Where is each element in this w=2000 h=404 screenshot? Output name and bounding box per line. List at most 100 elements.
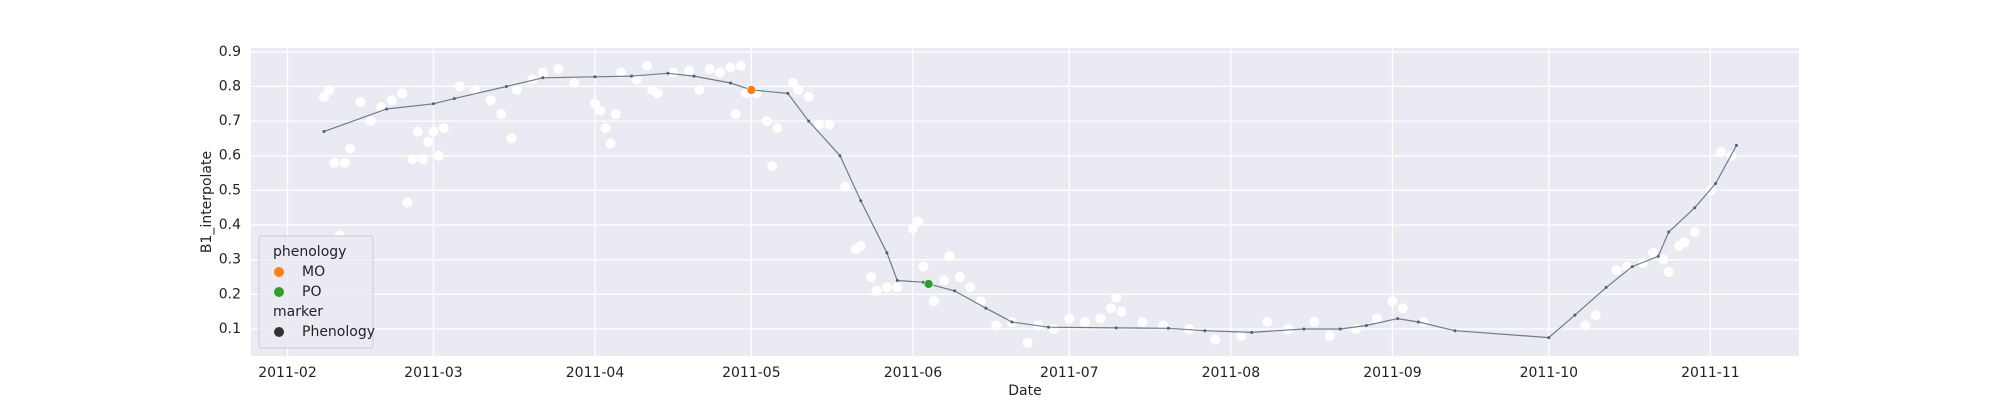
- legend-box: [258, 235, 374, 349]
- point: [616, 67, 627, 78]
- legend-label: Phenology: [302, 324, 375, 340]
- line-vertex: [1166, 326, 1170, 330]
- point: [683, 65, 694, 76]
- line-vertex: [984, 306, 988, 310]
- point: [1590, 310, 1601, 321]
- line-vertex: [1250, 330, 1254, 334]
- point: [1371, 313, 1382, 324]
- point: [907, 223, 918, 234]
- point: [855, 240, 866, 251]
- point: [438, 123, 449, 134]
- line-vertex: [1010, 320, 1014, 324]
- line-vertex: [629, 74, 633, 78]
- point: [944, 251, 955, 262]
- point: [715, 67, 726, 78]
- point: [1048, 323, 1059, 334]
- legend-title: phenology: [273, 244, 346, 260]
- point: [318, 91, 329, 102]
- y-tick-label: 0.7: [219, 113, 241, 129]
- line-vertex: [1396, 317, 1400, 321]
- point: [1022, 337, 1033, 348]
- line-vertex: [1656, 254, 1660, 258]
- y-tick-label: 0.3: [219, 252, 241, 268]
- point: [892, 282, 903, 293]
- point: [433, 150, 444, 161]
- point: [1283, 323, 1294, 334]
- point: [939, 275, 950, 286]
- point: [871, 285, 882, 296]
- point: [814, 119, 825, 130]
- x-tick-label: 2011-06: [884, 365, 943, 381]
- y-tick-label: 0.9: [219, 44, 241, 60]
- point: [1387, 296, 1398, 307]
- point: [345, 143, 356, 154]
- point: [1418, 317, 1429, 328]
- point: [762, 116, 772, 127]
- line-vertex: [1453, 329, 1457, 333]
- line-vertex: [1630, 265, 1634, 269]
- line-vertex: [1203, 329, 1207, 333]
- point: [418, 154, 428, 165]
- point: [600, 123, 611, 134]
- x-tick-label: 2011-07: [1040, 365, 1099, 381]
- line-vertex: [729, 81, 733, 85]
- line-vertex: [1693, 206, 1697, 210]
- point: [1158, 320, 1169, 331]
- point: [496, 109, 507, 120]
- point: [928, 296, 939, 307]
- point: [397, 88, 408, 99]
- point: [511, 84, 522, 95]
- line-vertex: [1714, 181, 1718, 185]
- point: [595, 105, 606, 116]
- line-vertex: [1734, 143, 1738, 147]
- point: [918, 261, 929, 272]
- y-tick-label: 0.4: [219, 217, 241, 233]
- point: [668, 67, 679, 78]
- point: [339, 157, 350, 168]
- line-vertex: [1417, 320, 1421, 324]
- legend-title: marker: [273, 304, 323, 320]
- x-tick-label: 2011-02: [258, 365, 317, 381]
- point: [402, 197, 413, 208]
- point: [1137, 317, 1148, 328]
- x-tick-label: 2011-09: [1363, 365, 1422, 381]
- point: [1079, 317, 1090, 328]
- point: [1210, 334, 1221, 345]
- line-vertex: [452, 97, 456, 101]
- y-tick-label: 0.6: [219, 148, 241, 164]
- point: [1611, 265, 1622, 276]
- point: [1184, 323, 1195, 334]
- y-tick-label: 0.1: [219, 321, 241, 337]
- point: [652, 88, 663, 99]
- point: [355, 97, 366, 108]
- x-tick-label: 2011-10: [1520, 365, 1579, 381]
- point: [1658, 254, 1669, 265]
- x-tick-label: 2011-03: [404, 365, 463, 381]
- point: [1309, 317, 1320, 328]
- point: [1064, 313, 1075, 324]
- point: [803, 91, 814, 102]
- point: [506, 133, 517, 144]
- x-axis-label: Date: [1008, 383, 1041, 399]
- point: [553, 64, 564, 75]
- point: [428, 126, 439, 137]
- point: [694, 84, 705, 95]
- point: [1637, 258, 1648, 269]
- x-tick-label: 2011-08: [1202, 365, 1261, 381]
- point: [1648, 247, 1659, 258]
- point: [1580, 320, 1591, 331]
- y-tick-label: 0.8: [219, 78, 241, 94]
- point: [746, 85, 757, 95]
- point: [704, 64, 715, 75]
- point: [412, 126, 423, 137]
- line-vertex: [838, 154, 842, 158]
- line-vertex: [895, 278, 899, 282]
- point: [454, 81, 465, 92]
- line-vertex: [1302, 327, 1306, 331]
- point: [1350, 323, 1361, 334]
- point: [631, 74, 642, 85]
- line-vertex: [322, 129, 326, 133]
- line-vertex: [431, 102, 435, 106]
- point: [1663, 266, 1674, 277]
